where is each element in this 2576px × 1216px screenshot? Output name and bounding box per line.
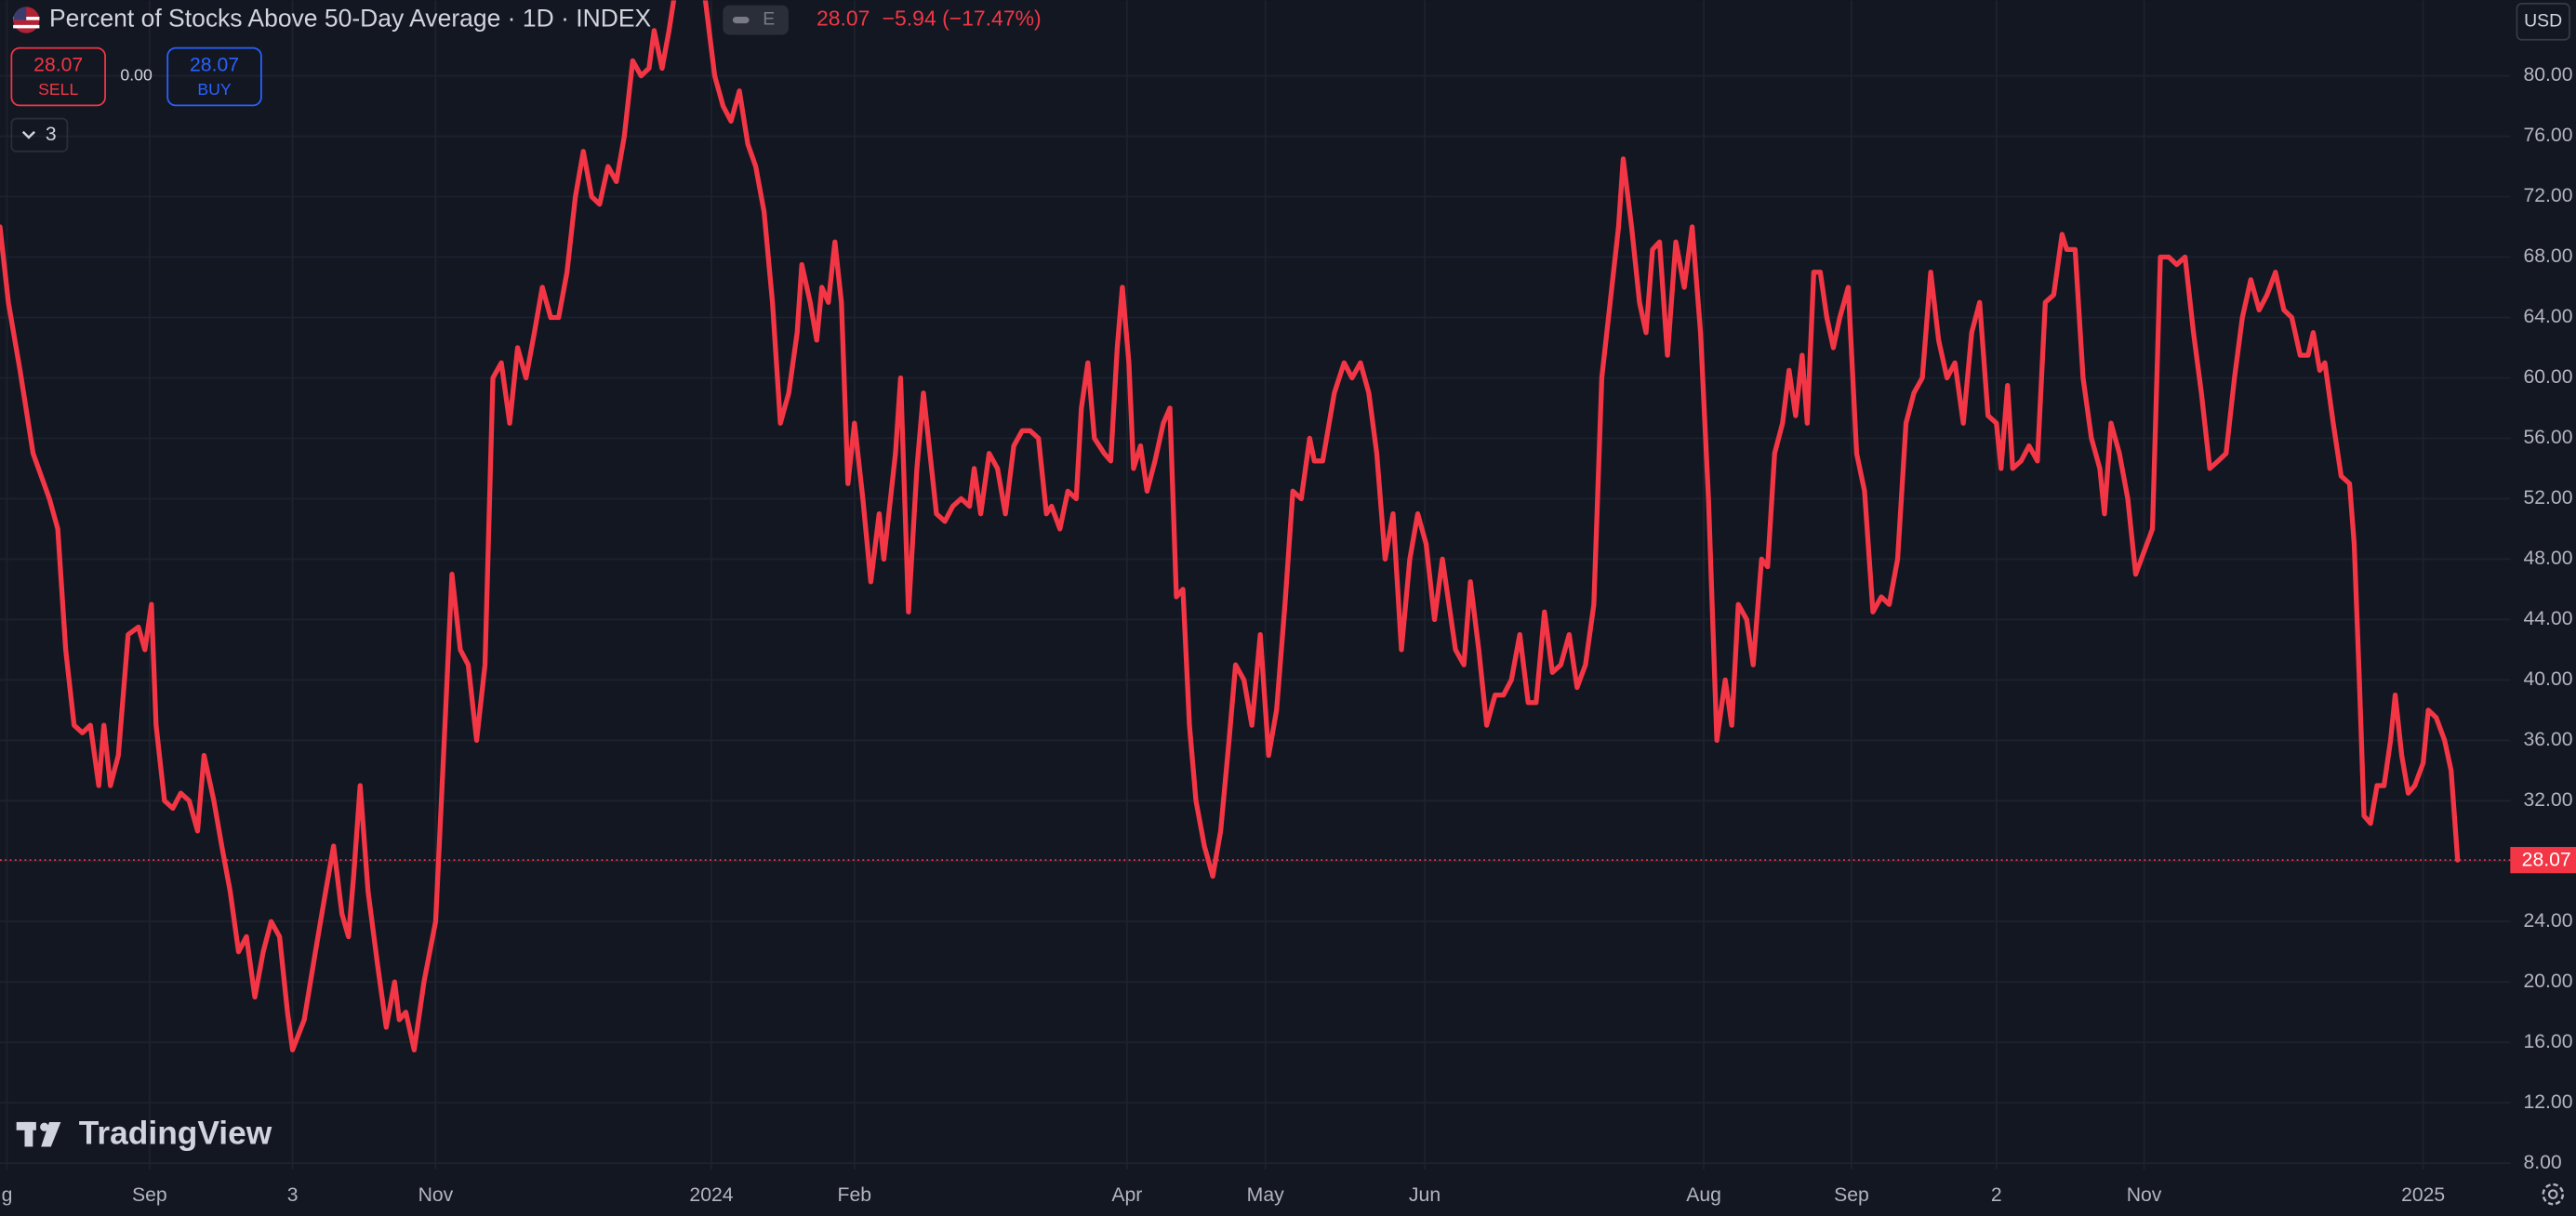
x-tick-label: Feb: [838, 1184, 872, 1206]
sell-button[interactable]: [10, 46, 106, 107]
y-tick-label: 76.00: [2523, 125, 2572, 146]
y-tick-label: 64.00: [2523, 306, 2572, 327]
settings-gear[interactable]: [2542, 1183, 2565, 1206]
y-tick-label: 68.00: [2523, 245, 2572, 267]
y-tick-label: 32.00: [2523, 789, 2572, 811]
x-tick-label: Aug: [1686, 1184, 1721, 1206]
grid: [0, 0, 2511, 1170]
last-price: 28.07: [817, 7, 870, 31]
x-tick-label: Sep: [1834, 1184, 1869, 1206]
x-tick-label: Jun: [1409, 1184, 1441, 1206]
indicators-toggle[interactable]: [10, 117, 69, 152]
buy-button[interactable]: [166, 46, 262, 107]
price-label: 28.07: [2522, 850, 2571, 871]
y-tick-label: 12.00: [2523, 1091, 2572, 1113]
badge-pill: [732, 17, 750, 24]
sell-price: 28.07: [33, 55, 83, 76]
buy-label: BUY: [197, 80, 232, 99]
y-tick-label: 52.00: [2523, 487, 2572, 509]
y-tick-label: 36.00: [2523, 729, 2572, 750]
x-tick-label: May: [1247, 1184, 1284, 1206]
price-change: −5.94 (−17.47%): [883, 7, 1042, 31]
x-tick-label: 2025: [2401, 1184, 2445, 1206]
badge-label: E: [763, 9, 775, 30]
spread: 0.00: [120, 65, 153, 84]
y-tick-label: 20.00: [2523, 971, 2572, 992]
x-tick-label: Nov: [418, 1184, 454, 1206]
series-line: [0, 0, 2461, 1053]
currency-button[interactable]: [2516, 3, 2570, 41]
x-tick-label: Sep: [132, 1184, 167, 1206]
y-tick-label: 16.00: [2523, 1031, 2572, 1052]
y-tick-label: 80.00: [2523, 64, 2572, 86]
logo-text: TradingView: [79, 1115, 272, 1151]
buy-price: 28.07: [190, 55, 239, 76]
x-tick-label: Nov: [2127, 1184, 2162, 1206]
y-tick-label: 40.00: [2523, 668, 2572, 690]
y-tick-label: 44.00: [2523, 608, 2572, 629]
axes: 8.0012.0016.0020.0024.0028.0032.0036.004…: [2, 64, 2576, 1206]
chevron: [21, 130, 35, 139]
sell-label: SELL: [38, 80, 78, 99]
x-tick-label: 2: [1991, 1184, 2002, 1206]
symbol-flag: [13, 7, 40, 33]
badge[interactable]: [723, 5, 789, 35]
y-tick-label: 8.00: [2523, 1152, 2561, 1173]
y-tick-label: 56.00: [2523, 427, 2572, 448]
plot-area: [0, 0, 2511, 1053]
chart-title: Percent of Stocks Above 50-Day Average ·…: [49, 5, 652, 33]
indicators-count: 3: [46, 124, 57, 145]
logo-icon: [16, 1121, 61, 1147]
x-tick-label: Apr: [1111, 1184, 1142, 1206]
y-tick-label: 48.00: [2523, 548, 2572, 569]
price-label-box: [2510, 847, 2576, 874]
y-tick-label: 24.00: [2523, 910, 2572, 932]
x-tick-label: 2024: [689, 1184, 733, 1206]
y-tick-label: 72.00: [2523, 185, 2572, 206]
x-tick-label: g: [2, 1184, 13, 1206]
x-tick-label: 3: [287, 1184, 299, 1206]
currency: USD: [2524, 10, 2562, 31]
y-tick-label: 60.00: [2523, 366, 2572, 388]
